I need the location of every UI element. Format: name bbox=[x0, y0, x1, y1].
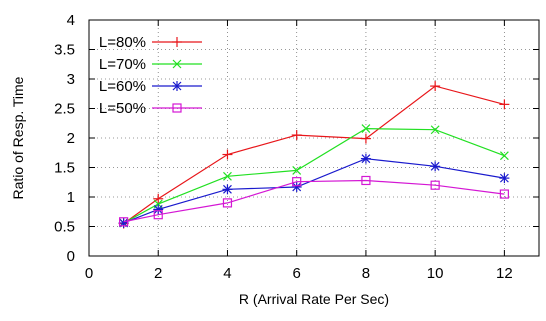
x-tick-label: 0 bbox=[85, 265, 93, 282]
legend-item: L=80% bbox=[99, 34, 202, 51]
series-line bbox=[123, 179, 505, 223]
legend-label: L=60% bbox=[99, 78, 146, 95]
data-point bbox=[430, 161, 441, 172]
data-point bbox=[360, 153, 371, 164]
data-point bbox=[361, 124, 371, 133]
y-tick-label: 3.5 bbox=[54, 42, 75, 59]
series-line bbox=[123, 158, 505, 224]
y-tick-label: 0.5 bbox=[54, 219, 75, 236]
y-tick-label: 1 bbox=[67, 189, 75, 206]
data-point bbox=[292, 166, 302, 175]
data-point bbox=[153, 193, 164, 204]
y-tick-label: 3 bbox=[67, 71, 75, 88]
data-point bbox=[292, 177, 302, 187]
x-tick-label: 2 bbox=[154, 265, 162, 282]
legend-marker bbox=[172, 81, 182, 91]
x-axis-label: R (Arrival Rate Per Sec) bbox=[239, 291, 389, 307]
data-point bbox=[430, 125, 440, 135]
legend-label: L=80% bbox=[99, 34, 146, 51]
x-tick-label: 10 bbox=[427, 265, 444, 282]
data-point bbox=[430, 81, 441, 92]
x-tick-label: 4 bbox=[223, 265, 231, 282]
data-point bbox=[119, 217, 129, 227]
data-point bbox=[153, 204, 164, 215]
series-L=80% bbox=[118, 81, 510, 229]
grid-lines bbox=[89, 20, 539, 256]
y-tick-label: 1.5 bbox=[54, 160, 75, 177]
y-tick-label: 0 bbox=[67, 248, 75, 265]
data-point bbox=[499, 189, 509, 199]
legend-label: L=70% bbox=[99, 56, 146, 73]
series-L=60% bbox=[118, 153, 510, 228]
data-point bbox=[223, 171, 232, 181]
data-point bbox=[153, 210, 163, 220]
data-point bbox=[291, 130, 302, 141]
legend-item: L=60% bbox=[99, 78, 202, 95]
data-point bbox=[499, 173, 510, 184]
legend-item: L=70% bbox=[99, 56, 202, 73]
legend: L=80% L=70% L=60% L=50% bbox=[99, 34, 202, 117]
x-tick-label: 6 bbox=[293, 265, 301, 282]
legend-marker bbox=[172, 59, 182, 69]
legend-marker bbox=[172, 37, 182, 47]
x-tick-label: 12 bbox=[496, 265, 513, 282]
series-line bbox=[123, 127, 505, 224]
data-point bbox=[291, 181, 302, 192]
series-L=50% bbox=[119, 175, 509, 227]
data-point bbox=[430, 180, 440, 190]
legend-label: L=50% bbox=[99, 100, 146, 117]
axis-ticks: 0 0.5 1 1.5 2 2.5 3 3.5 4 0 2 4 6 8 10 12 bbox=[54, 12, 539, 282]
data-point bbox=[499, 99, 510, 110]
y-tick-label: 2 bbox=[67, 130, 75, 147]
legend-marker bbox=[172, 103, 182, 113]
x-tick-label: 8 bbox=[362, 265, 370, 282]
data-point bbox=[499, 151, 509, 161]
data-point bbox=[222, 149, 233, 160]
y-tick-label: 2.5 bbox=[54, 101, 75, 118]
data-point bbox=[222, 184, 233, 195]
data-point bbox=[360, 133, 371, 144]
data-point bbox=[361, 175, 371, 186]
data-point bbox=[222, 198, 233, 208]
series-group bbox=[118, 81, 510, 229]
y-tick-label: 4 bbox=[67, 12, 75, 29]
legend-item: L=50% bbox=[99, 100, 202, 117]
y-axis-label: Ratio of Resp. Time bbox=[10, 76, 26, 199]
